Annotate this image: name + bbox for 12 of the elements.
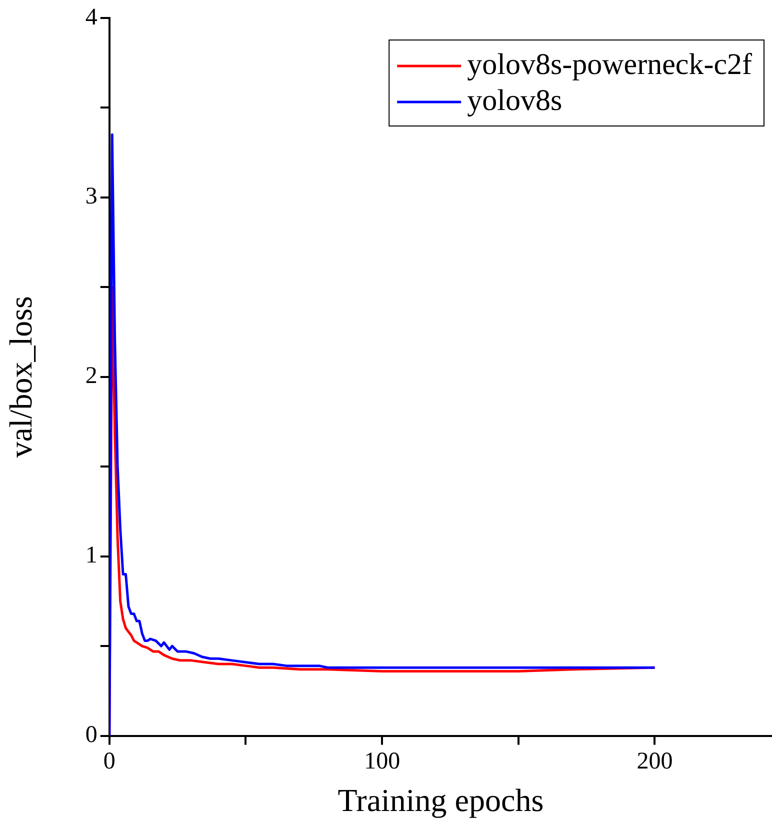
y-axis-title: val/box_loss	[2, 296, 39, 458]
y-tick-label: 4	[85, 4, 98, 30]
y-tick-label: 0	[85, 722, 98, 748]
x-tick-label: 0	[103, 748, 116, 774]
legend-label: yolov8s	[467, 84, 562, 117]
legend-label: yolov8s-powerneck-c2f	[467, 48, 752, 81]
y-tick-label: 2	[85, 363, 98, 390]
y-tick-label: 1	[85, 542, 98, 569]
x-tick-label: 200	[636, 748, 673, 774]
y-tick-label: 3	[85, 184, 98, 210]
x-tick-label: 100	[364, 748, 400, 774]
x-axis-title: Training epochs	[338, 782, 544, 818]
